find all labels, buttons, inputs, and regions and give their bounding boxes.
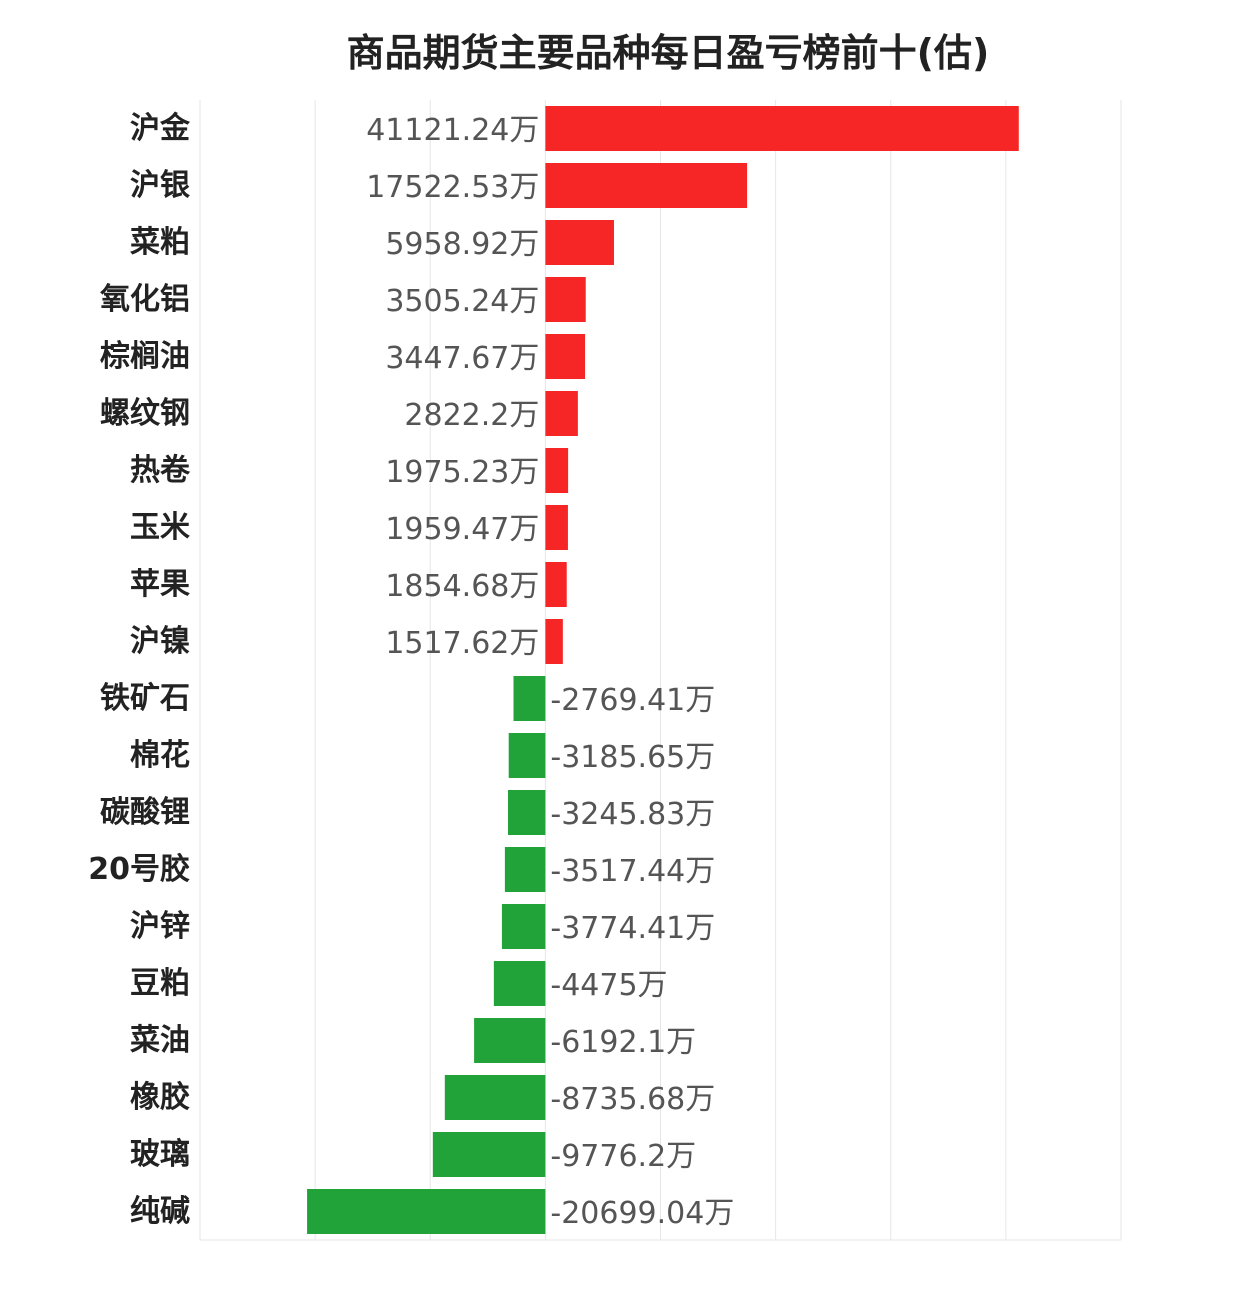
category-label: 菜油 bbox=[130, 1023, 190, 1058]
chart-title: 商品期货主要品种每日盈亏榜前十(估) bbox=[346, 31, 990, 75]
category-label: 沪锌 bbox=[130, 909, 190, 944]
category-label: 纯碱 bbox=[130, 1194, 190, 1229]
data-label: -4475万 bbox=[550, 968, 667, 1003]
bar bbox=[444, 1075, 546, 1120]
data-label: 1517.62万 bbox=[385, 626, 539, 661]
data-label: 2822.2万 bbox=[404, 398, 539, 433]
category-label: 螺纹钢 bbox=[100, 396, 190, 431]
data-label: -20699.04万 bbox=[550, 1196, 734, 1231]
data-label: 1854.68万 bbox=[385, 569, 539, 604]
bar bbox=[307, 1189, 546, 1234]
bar bbox=[508, 733, 546, 778]
bar bbox=[545, 562, 567, 607]
data-label: -3185.65万 bbox=[550, 740, 715, 775]
category-label: 玻璃 bbox=[130, 1137, 190, 1172]
bar bbox=[545, 448, 569, 493]
data-label: -2769.41万 bbox=[550, 683, 715, 718]
category-label: 棕榈油 bbox=[100, 339, 190, 374]
category-label: 沪银 bbox=[130, 168, 190, 203]
data-label: -3245.83万 bbox=[550, 797, 715, 832]
bar bbox=[501, 904, 546, 949]
data-label: 3505.24万 bbox=[385, 284, 539, 319]
data-label: -6192.1万 bbox=[550, 1025, 696, 1060]
category-label: 沪金 bbox=[130, 111, 191, 146]
category-label: 20号胶 bbox=[88, 852, 190, 887]
data-label: 5958.92万 bbox=[385, 227, 539, 262]
category-label: 豆粕 bbox=[130, 966, 190, 1001]
data-label: -8735.68万 bbox=[550, 1082, 715, 1117]
data-label: 1959.47万 bbox=[385, 512, 539, 547]
category-label: 菜粕 bbox=[130, 225, 190, 260]
bar bbox=[504, 847, 546, 892]
bar bbox=[545, 106, 1019, 151]
data-label: -3517.44万 bbox=[550, 854, 715, 889]
category-label: 苹果 bbox=[130, 567, 190, 602]
category-label: 氧化铝 bbox=[100, 282, 190, 317]
bar bbox=[432, 1132, 546, 1177]
bar bbox=[545, 163, 748, 208]
data-label: -3774.41万 bbox=[550, 911, 715, 946]
data-label: 1975.23万 bbox=[385, 455, 539, 490]
category-label: 热卷 bbox=[130, 453, 191, 488]
category-label: 玉米 bbox=[130, 510, 190, 545]
bar bbox=[545, 334, 586, 379]
bar bbox=[513, 676, 546, 721]
data-label: 3447.67万 bbox=[385, 341, 539, 376]
bar bbox=[508, 790, 546, 835]
bar bbox=[474, 1018, 546, 1063]
category-label: 碳酸锂 bbox=[100, 795, 190, 830]
category-label: 沪镍 bbox=[130, 624, 190, 659]
data-label: 17522.53万 bbox=[366, 170, 539, 205]
bar bbox=[545, 220, 614, 265]
data-label: 41121.24万 bbox=[366, 113, 539, 148]
category-label: 铁矿石 bbox=[100, 681, 190, 716]
category-label: 棉花 bbox=[130, 738, 190, 773]
bar bbox=[545, 391, 578, 436]
bar bbox=[545, 277, 586, 322]
bar bbox=[545, 505, 568, 550]
data-label: -9776.2万 bbox=[550, 1139, 696, 1174]
bar bbox=[493, 961, 546, 1006]
bar bbox=[545, 619, 563, 664]
category-label: 橡胶 bbox=[130, 1080, 190, 1115]
